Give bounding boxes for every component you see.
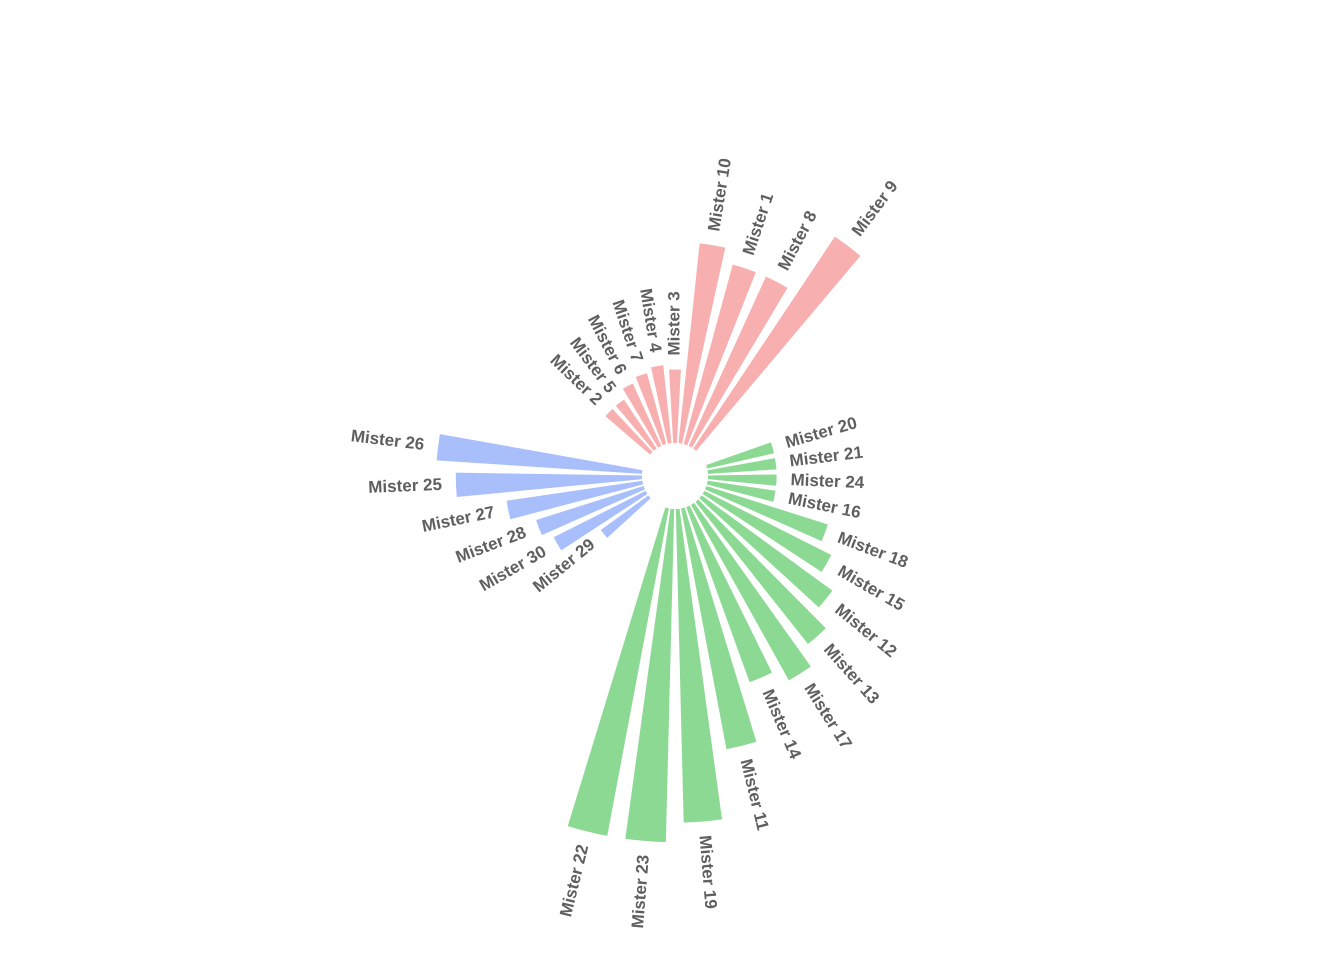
bar-mister-23 <box>625 508 675 843</box>
bar-mister-1 <box>683 264 756 446</box>
label-mister-19: Mister 19 <box>696 835 721 910</box>
bar-mister-5 <box>615 399 657 451</box>
label-mister-14: Mister 14 <box>759 686 806 762</box>
label-mister-25: Mister 25 <box>368 475 442 497</box>
bar-mister-22 <box>567 507 669 836</box>
label-mister-13: Mister 13 <box>820 640 883 708</box>
label-mister-24: Mister 24 <box>790 470 865 492</box>
label-mister-27: Mister 27 <box>420 503 496 536</box>
bar-mister-9 <box>693 236 861 451</box>
bars-layer <box>436 236 861 843</box>
bar-mister-4 <box>651 365 672 444</box>
label-mister-10: Mister 10 <box>704 157 735 233</box>
bar-mister-2 <box>605 408 653 455</box>
label-mister-17: Mister 17 <box>800 680 855 752</box>
bar-mister-25 <box>455 472 643 497</box>
bar-mister-15 <box>702 490 832 572</box>
label-mister-1: Mister 1 <box>739 191 777 258</box>
bar-mister-29 <box>600 495 651 538</box>
bar-mister-10 <box>678 243 726 444</box>
bar-mister-19 <box>675 508 723 823</box>
bar-mister-27 <box>506 480 644 520</box>
bar-mister-20 <box>706 442 775 469</box>
bar-mister-7 <box>635 373 667 446</box>
bar-mister-24 <box>707 474 777 486</box>
bar-mister-30 <box>553 490 648 551</box>
label-mister-9: Mister 9 <box>848 177 902 240</box>
label-mister-22: Mister 22 <box>556 843 592 919</box>
bar-mister-6 <box>622 383 662 448</box>
label-mister-11: Mister 11 <box>737 757 773 832</box>
bar-mister-12 <box>699 495 833 608</box>
bar-mister-26 <box>436 434 643 474</box>
bar-mister-21 <box>707 458 777 474</box>
bar-mister-17 <box>691 502 811 681</box>
bar-mister-3 <box>669 369 681 444</box>
bar-mister-16 <box>706 480 776 502</box>
bar-mister-8 <box>688 276 788 448</box>
label-mister-26: Mister 26 <box>350 426 425 454</box>
bar-mister-13 <box>695 499 826 645</box>
bar-mister-28 <box>536 485 645 536</box>
bar-mister-18 <box>705 485 828 542</box>
bar-mister-14 <box>686 505 772 683</box>
label-mister-3: Mister 3 <box>664 291 683 355</box>
label-mister-23: Mister 23 <box>628 854 653 929</box>
label-mister-8: Mister 8 <box>774 208 821 274</box>
bar-mister-11 <box>681 507 757 750</box>
